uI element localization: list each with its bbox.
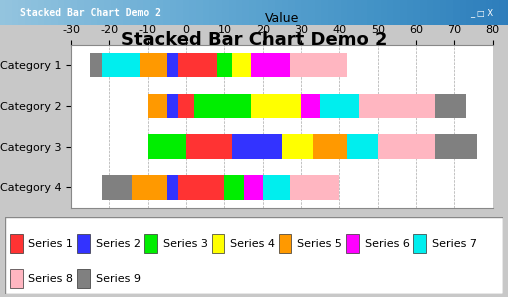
Bar	[282, 134, 312, 159]
Bar	[320, 94, 359, 118]
Text: Series 4: Series 4	[230, 239, 275, 249]
Text: Series 3: Series 3	[163, 239, 208, 249]
Bar	[232, 53, 251, 77]
Bar	[10, 269, 22, 288]
Bar	[244, 175, 263, 200]
Bar	[251, 94, 301, 118]
Bar	[435, 94, 466, 118]
Bar	[232, 134, 282, 159]
Text: Series 2: Series 2	[96, 239, 141, 249]
Bar	[263, 175, 290, 200]
Bar	[279, 234, 292, 253]
Bar	[148, 94, 167, 118]
Text: Series 6: Series 6	[365, 239, 409, 249]
Bar	[133, 175, 167, 200]
Bar	[312, 134, 347, 159]
Text: Series 7: Series 7	[432, 239, 477, 249]
Bar	[178, 175, 225, 200]
Bar	[178, 53, 217, 77]
Bar	[194, 94, 251, 118]
Text: _ □ X: _ □ X	[469, 8, 493, 17]
Bar	[178, 94, 194, 118]
Bar	[148, 134, 186, 159]
Bar	[378, 134, 435, 159]
Bar	[167, 175, 178, 200]
Bar	[102, 175, 133, 200]
Bar	[435, 134, 478, 159]
Bar	[225, 175, 244, 200]
Text: Stacked Bar Chart Demo 2: Stacked Bar Chart Demo 2	[20, 8, 162, 18]
Text: Series 8: Series 8	[28, 274, 74, 284]
Bar	[346, 234, 359, 253]
Text: Series 1: Series 1	[28, 239, 73, 249]
X-axis label: Value: Value	[265, 12, 299, 25]
Bar	[212, 234, 224, 253]
Bar	[359, 94, 435, 118]
Bar	[144, 234, 157, 253]
Bar	[251, 53, 290, 77]
Bar	[301, 94, 320, 118]
Bar	[290, 53, 347, 77]
Text: Series 5: Series 5	[297, 239, 342, 249]
Bar	[102, 53, 140, 77]
Bar	[290, 175, 339, 200]
Bar	[90, 53, 102, 77]
Text: Stacked Bar Chart Demo 2: Stacked Bar Chart Demo 2	[121, 31, 387, 49]
Bar	[77, 234, 90, 253]
Text: Series 9: Series 9	[96, 274, 141, 284]
Bar	[414, 234, 426, 253]
Bar	[347, 134, 378, 159]
Bar	[167, 53, 178, 77]
Bar	[10, 234, 22, 253]
Bar	[140, 53, 167, 77]
Bar	[217, 53, 232, 77]
Bar	[167, 94, 178, 118]
Bar	[77, 269, 90, 288]
Bar	[186, 134, 232, 159]
